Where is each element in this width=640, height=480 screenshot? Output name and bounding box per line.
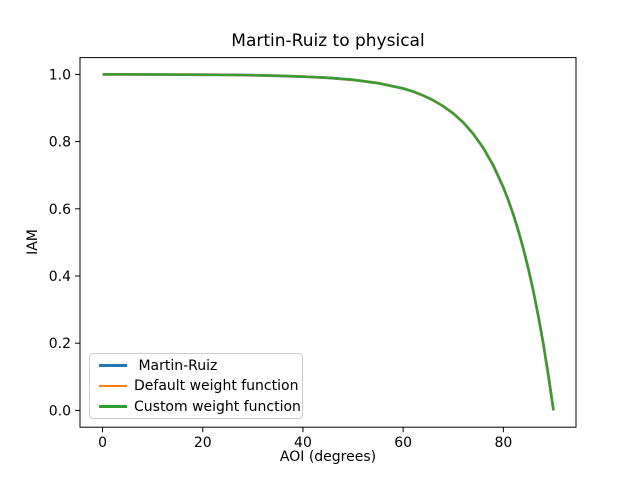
y-tick-label: 0.8 [49,135,71,151]
y-tick-label: 1.0 [49,67,71,83]
axes-frame [79,57,577,428]
chart-title: Martin-Ruiz to physical [231,31,425,51]
y-tick-label: 0.6 [49,202,71,218]
legend: Martin-Ruiz Default weight function Custom… [89,353,303,419]
x-axis-label: AOI (degrees) [279,449,377,465]
legend-label: Default weight function [134,378,299,394]
x-tick-label: 40 [294,435,312,451]
x-tick-label: 80 [494,435,512,451]
y-tick-label: 0.0 [49,403,71,419]
x-tick-label: 60 [394,435,412,451]
legend-label: Custom weight function [134,398,301,415]
x-tick-label: 0 [98,435,107,451]
series-line [102,73,555,411]
legend-item: Martin-Ruiz [90,356,302,376]
legend-item: Default weight function [90,376,302,396]
legend-line-sample [99,384,127,388]
legend-label: Martin-Ruiz [134,357,218,374]
legend-item: Custom weight function [90,397,302,417]
y-axis-label: IAM [25,229,41,255]
x-tick-label: 20 [194,435,212,451]
legend-line-sample [99,405,127,408]
y-tick-label: 0.4 [49,269,71,285]
legend-line-sample [99,364,127,367]
y-tick-label: 0.2 [49,336,71,352]
